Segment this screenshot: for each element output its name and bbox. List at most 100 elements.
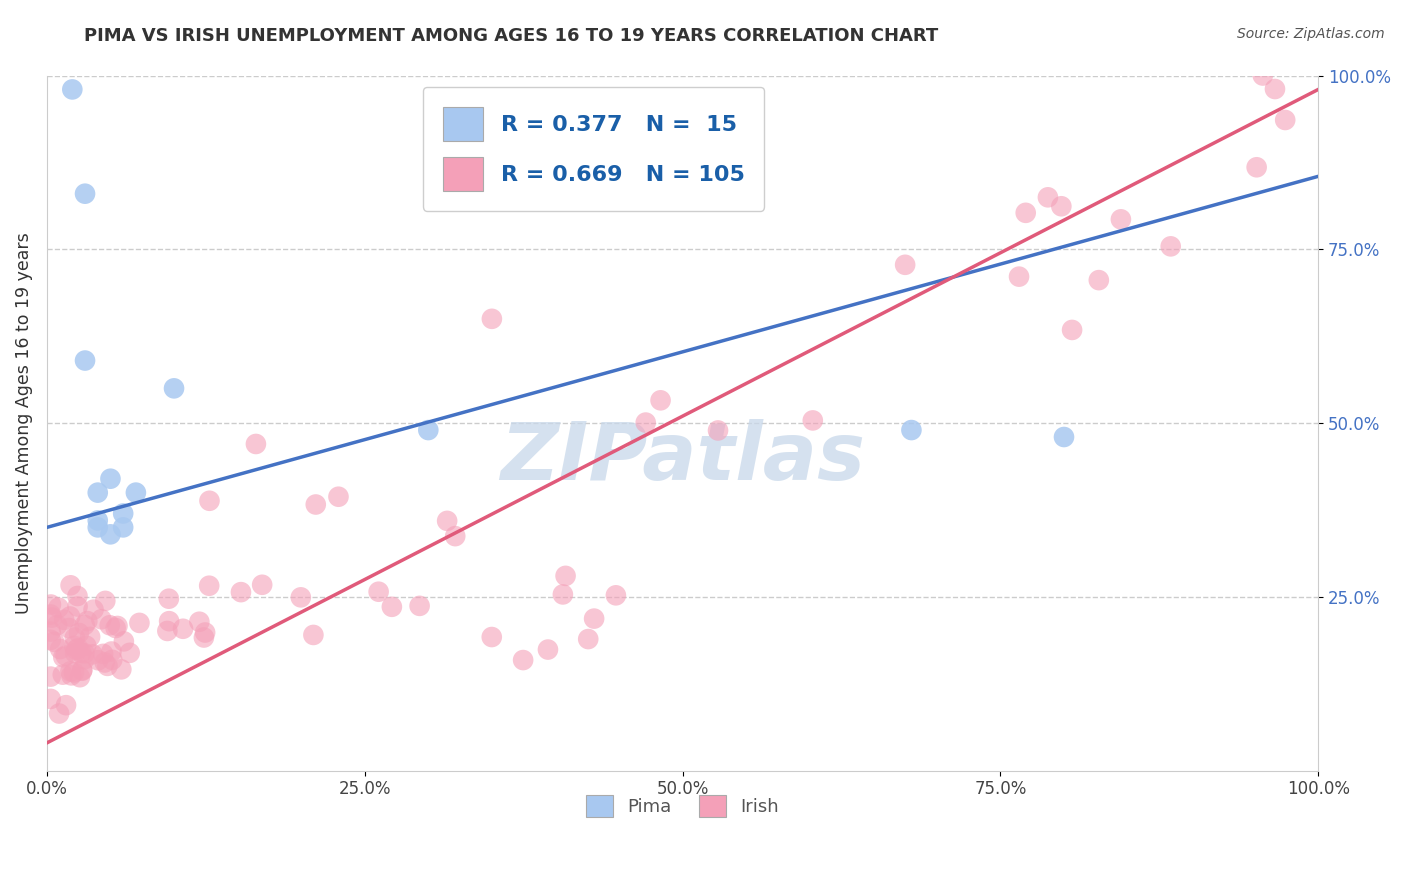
Point (250, 578, 273, 592)
Point (94, 594, 117, 608)
Point (605, 588, 627, 602)
Point (707, 424, 730, 438)
Point (229, 585, 252, 599)
Point (104, 621, 127, 635)
Point (194, 625, 217, 640)
Point (39, 598, 62, 612)
Point (60, 668, 83, 682)
Point (39, 624, 62, 639)
Point (59, 578, 82, 592)
Point (381, 599, 404, 614)
Point (576, 632, 599, 646)
Point (67, 641, 90, 656)
Point (91, 647, 114, 661)
Point (1264, 82, 1286, 96)
Point (83, 602, 105, 616)
Point (87, 485, 110, 500)
Point (198, 579, 221, 593)
Point (481, 311, 503, 326)
Point (125, 485, 148, 500)
Point (537, 642, 560, 657)
Point (1015, 206, 1038, 220)
Point (107, 619, 129, 633)
Point (900, 423, 922, 437)
Point (118, 646, 141, 660)
Point (63, 665, 86, 680)
Point (59, 665, 82, 679)
Point (52, 667, 75, 681)
Point (650, 393, 672, 408)
Point (894, 258, 917, 272)
Point (76, 614, 98, 628)
Point (52, 650, 75, 665)
Point (436, 514, 458, 528)
Y-axis label: Unemployment Among Ages 16 to 19 years: Unemployment Among Ages 16 to 19 years (15, 232, 32, 614)
Point (87, 520, 110, 534)
Point (193, 631, 215, 645)
Point (63, 646, 86, 660)
Point (70, 646, 93, 660)
Point (82, 648, 104, 662)
Point (305, 498, 328, 512)
Point (63, 639, 86, 653)
Point (245, 437, 267, 451)
Point (69, 670, 91, 684)
Point (60, 82, 83, 96)
Point (554, 569, 576, 583)
Point (302, 628, 325, 642)
Point (73, 652, 96, 666)
Text: Source: ZipAtlas.com: Source: ZipAtlas.com (1237, 27, 1385, 41)
Point (73, 646, 96, 660)
Point (90, 612, 112, 626)
Point (48, 706, 70, 721)
Point (73, 353, 96, 368)
Point (65, 642, 87, 657)
Point (75, 639, 97, 653)
Point (290, 591, 312, 605)
Point (172, 622, 194, 636)
Point (1160, 239, 1182, 253)
Point (101, 653, 124, 667)
Point (44, 635, 66, 649)
Point (1251, 69, 1274, 83)
Point (1036, 190, 1059, 204)
Point (163, 381, 186, 395)
Point (39, 670, 62, 684)
Point (46, 618, 69, 632)
Point (79, 630, 101, 644)
Point (188, 615, 211, 629)
Point (112, 520, 135, 534)
Point (59, 609, 82, 624)
Point (444, 529, 467, 543)
Point (63, 631, 86, 645)
Point (1246, 161, 1268, 175)
Point (1088, 273, 1111, 287)
Point (73, 186, 96, 201)
Point (1050, 199, 1073, 213)
Point (512, 653, 534, 667)
Point (157, 591, 180, 606)
Point (1274, 113, 1296, 128)
Point (1109, 212, 1132, 227)
Point (87, 513, 110, 527)
Point (96, 658, 118, 673)
Point (41, 610, 63, 624)
Point (66, 599, 89, 614)
Point (110, 662, 132, 676)
Point (39, 607, 62, 622)
Point (49, 642, 72, 657)
Point (112, 634, 135, 648)
Point (48, 600, 70, 615)
Point (100, 644, 122, 658)
Point (583, 612, 606, 626)
Point (66, 589, 89, 603)
Legend: Pima, Irish: Pima, Irish (579, 788, 786, 824)
Point (634, 416, 657, 430)
Point (157, 614, 180, 628)
Point (100, 472, 122, 486)
Point (1053, 430, 1076, 444)
Point (58, 621, 80, 635)
Point (55, 698, 77, 713)
Point (55, 648, 77, 663)
Point (67, 626, 90, 640)
